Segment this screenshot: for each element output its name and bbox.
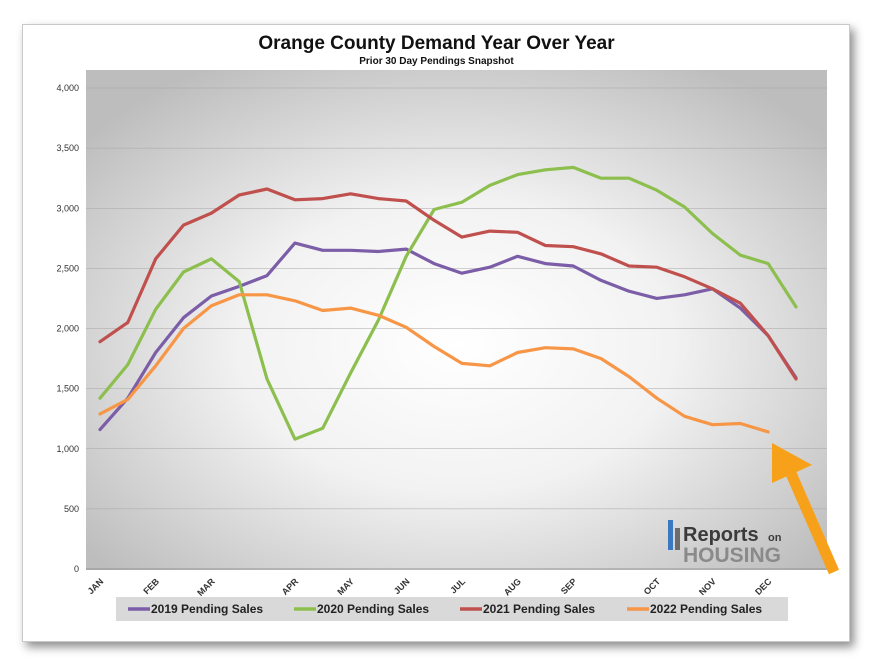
x-tick-label: JUL xyxy=(448,576,467,595)
logo-housing-text: HOUSING xyxy=(683,544,781,567)
y-tick-label: 2,000 xyxy=(56,324,79,334)
legend-box xyxy=(116,597,788,621)
y-tick-label: 1,000 xyxy=(56,444,79,454)
x-tick-label: MAY xyxy=(335,576,356,597)
series-line-1 xyxy=(98,241,798,432)
plot-area xyxy=(86,70,827,570)
logo-reports-text: Reports xyxy=(683,524,759,546)
x-tick-label: OCT xyxy=(642,576,663,597)
x-tick-label: JUN xyxy=(392,576,412,596)
legend-label-1: 2019 Pending Sales xyxy=(151,602,263,616)
legend-label-3: 2021 Pending Sales xyxy=(483,602,595,616)
y-tick-label: 3,000 xyxy=(56,203,79,213)
y-tick-label: 0 xyxy=(74,564,79,574)
y-tick-label: 4,000 xyxy=(56,83,79,93)
y-tick-label: 2,500 xyxy=(56,263,79,273)
series-line-4 xyxy=(98,293,770,434)
x-tick-label: NOV xyxy=(697,576,718,597)
x-tick-label: SEP xyxy=(559,576,579,596)
x-tick-label: APR xyxy=(280,576,301,597)
chart-title: Orange County Demand Year Over Year xyxy=(258,33,615,54)
reports-on-housing-logo: Reports on HOUSING xyxy=(668,520,782,567)
arrow-annotation xyxy=(772,443,840,575)
legend-label-4: 2022 Pending Sales xyxy=(650,602,762,616)
x-tick-label: DEC xyxy=(753,576,774,597)
y-tick-label: 500 xyxy=(64,504,79,514)
x-tick-label: FEB xyxy=(141,576,161,596)
x-tick-label: JAN xyxy=(86,576,106,596)
y-tick-label: 1,500 xyxy=(56,384,79,394)
y-tick-label: 3,500 xyxy=(56,143,79,153)
logo-on-text: on xyxy=(768,532,782,544)
x-tick-label: MAR xyxy=(195,576,217,598)
series-line-2 xyxy=(98,165,798,441)
chart-subtitle: Prior 30 Day Pendings Snapshot xyxy=(359,56,514,67)
series-line-3 xyxy=(98,187,798,381)
legend-label-2: 2020 Pending Sales xyxy=(317,602,429,616)
x-tick-label: AUG xyxy=(502,576,523,597)
